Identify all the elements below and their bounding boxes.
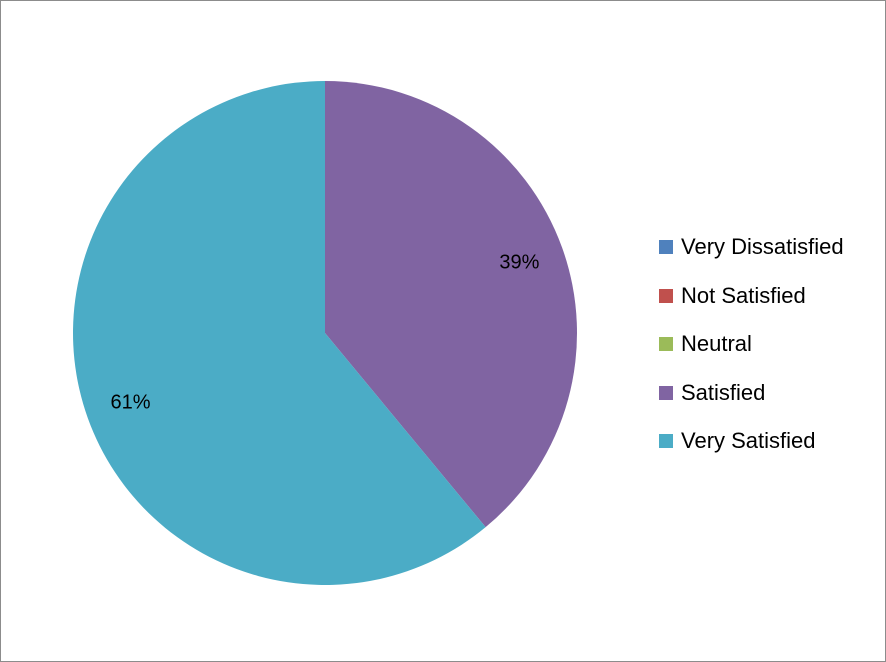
legend-swatch — [659, 240, 673, 255]
legend-label: Neutral — [681, 331, 752, 357]
legend-item-very-dissatisfied: Very Dissatisfied — [659, 223, 844, 272]
data-label-satisfied: 39% — [499, 251, 539, 273]
data-label-very-satisfied: 61% — [111, 391, 151, 413]
legend-swatch — [659, 337, 673, 352]
legend-label: Very Satisfied — [681, 428, 816, 454]
pie-slice-very-satisfied — [73, 81, 486, 585]
legend-swatch — [659, 288, 673, 303]
legend-label: Very Dissatisfied — [681, 234, 844, 260]
legend-item-very-satisfied: Very Satisfied — [659, 417, 844, 466]
legend-swatch — [659, 385, 673, 400]
pie-data-labels: 39% 61% — [111, 251, 540, 413]
pie-slices — [73, 81, 578, 585]
legend: Very Dissatisfied Not Satisfied Neutral Sat… — [659, 223, 844, 466]
pie-slice-satisfied — [325, 81, 578, 528]
legend-item-neutral: Neutral — [659, 320, 844, 369]
legend-label: Not Satisfied — [681, 282, 806, 308]
legend-item-satisfied: Satisfied — [659, 369, 844, 418]
legend-item-not-satisfied: Not Satisfied — [659, 272, 844, 321]
legend-label: Satisfied — [681, 379, 766, 405]
legend-swatch — [659, 434, 673, 449]
